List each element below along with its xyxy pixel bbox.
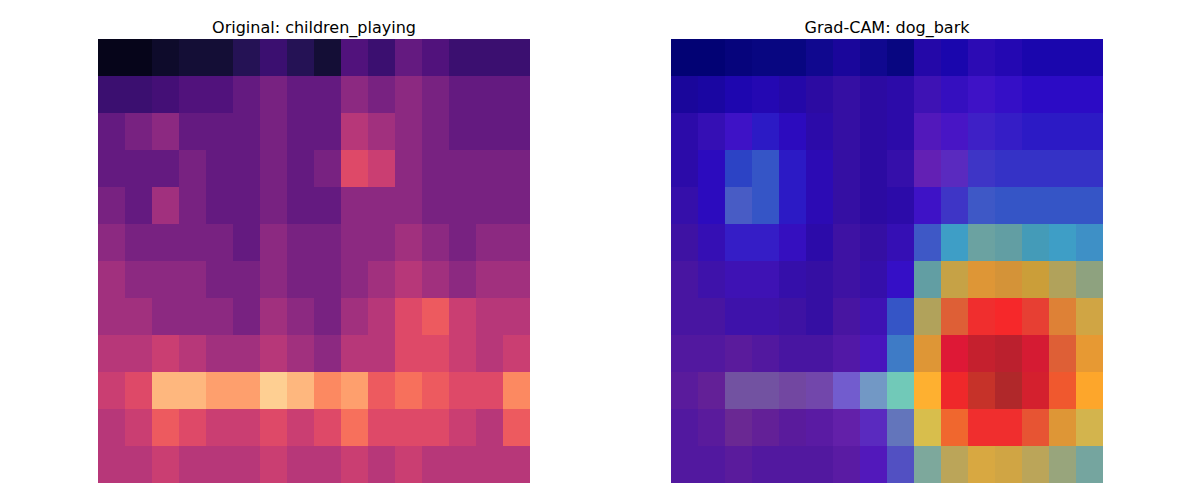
svg-text:Original: children_playing: Original: children_playing	[212, 18, 416, 38]
svg-text:Grad-CAM: dog_bark: Grad-CAM: dog_bark	[804, 18, 970, 38]
